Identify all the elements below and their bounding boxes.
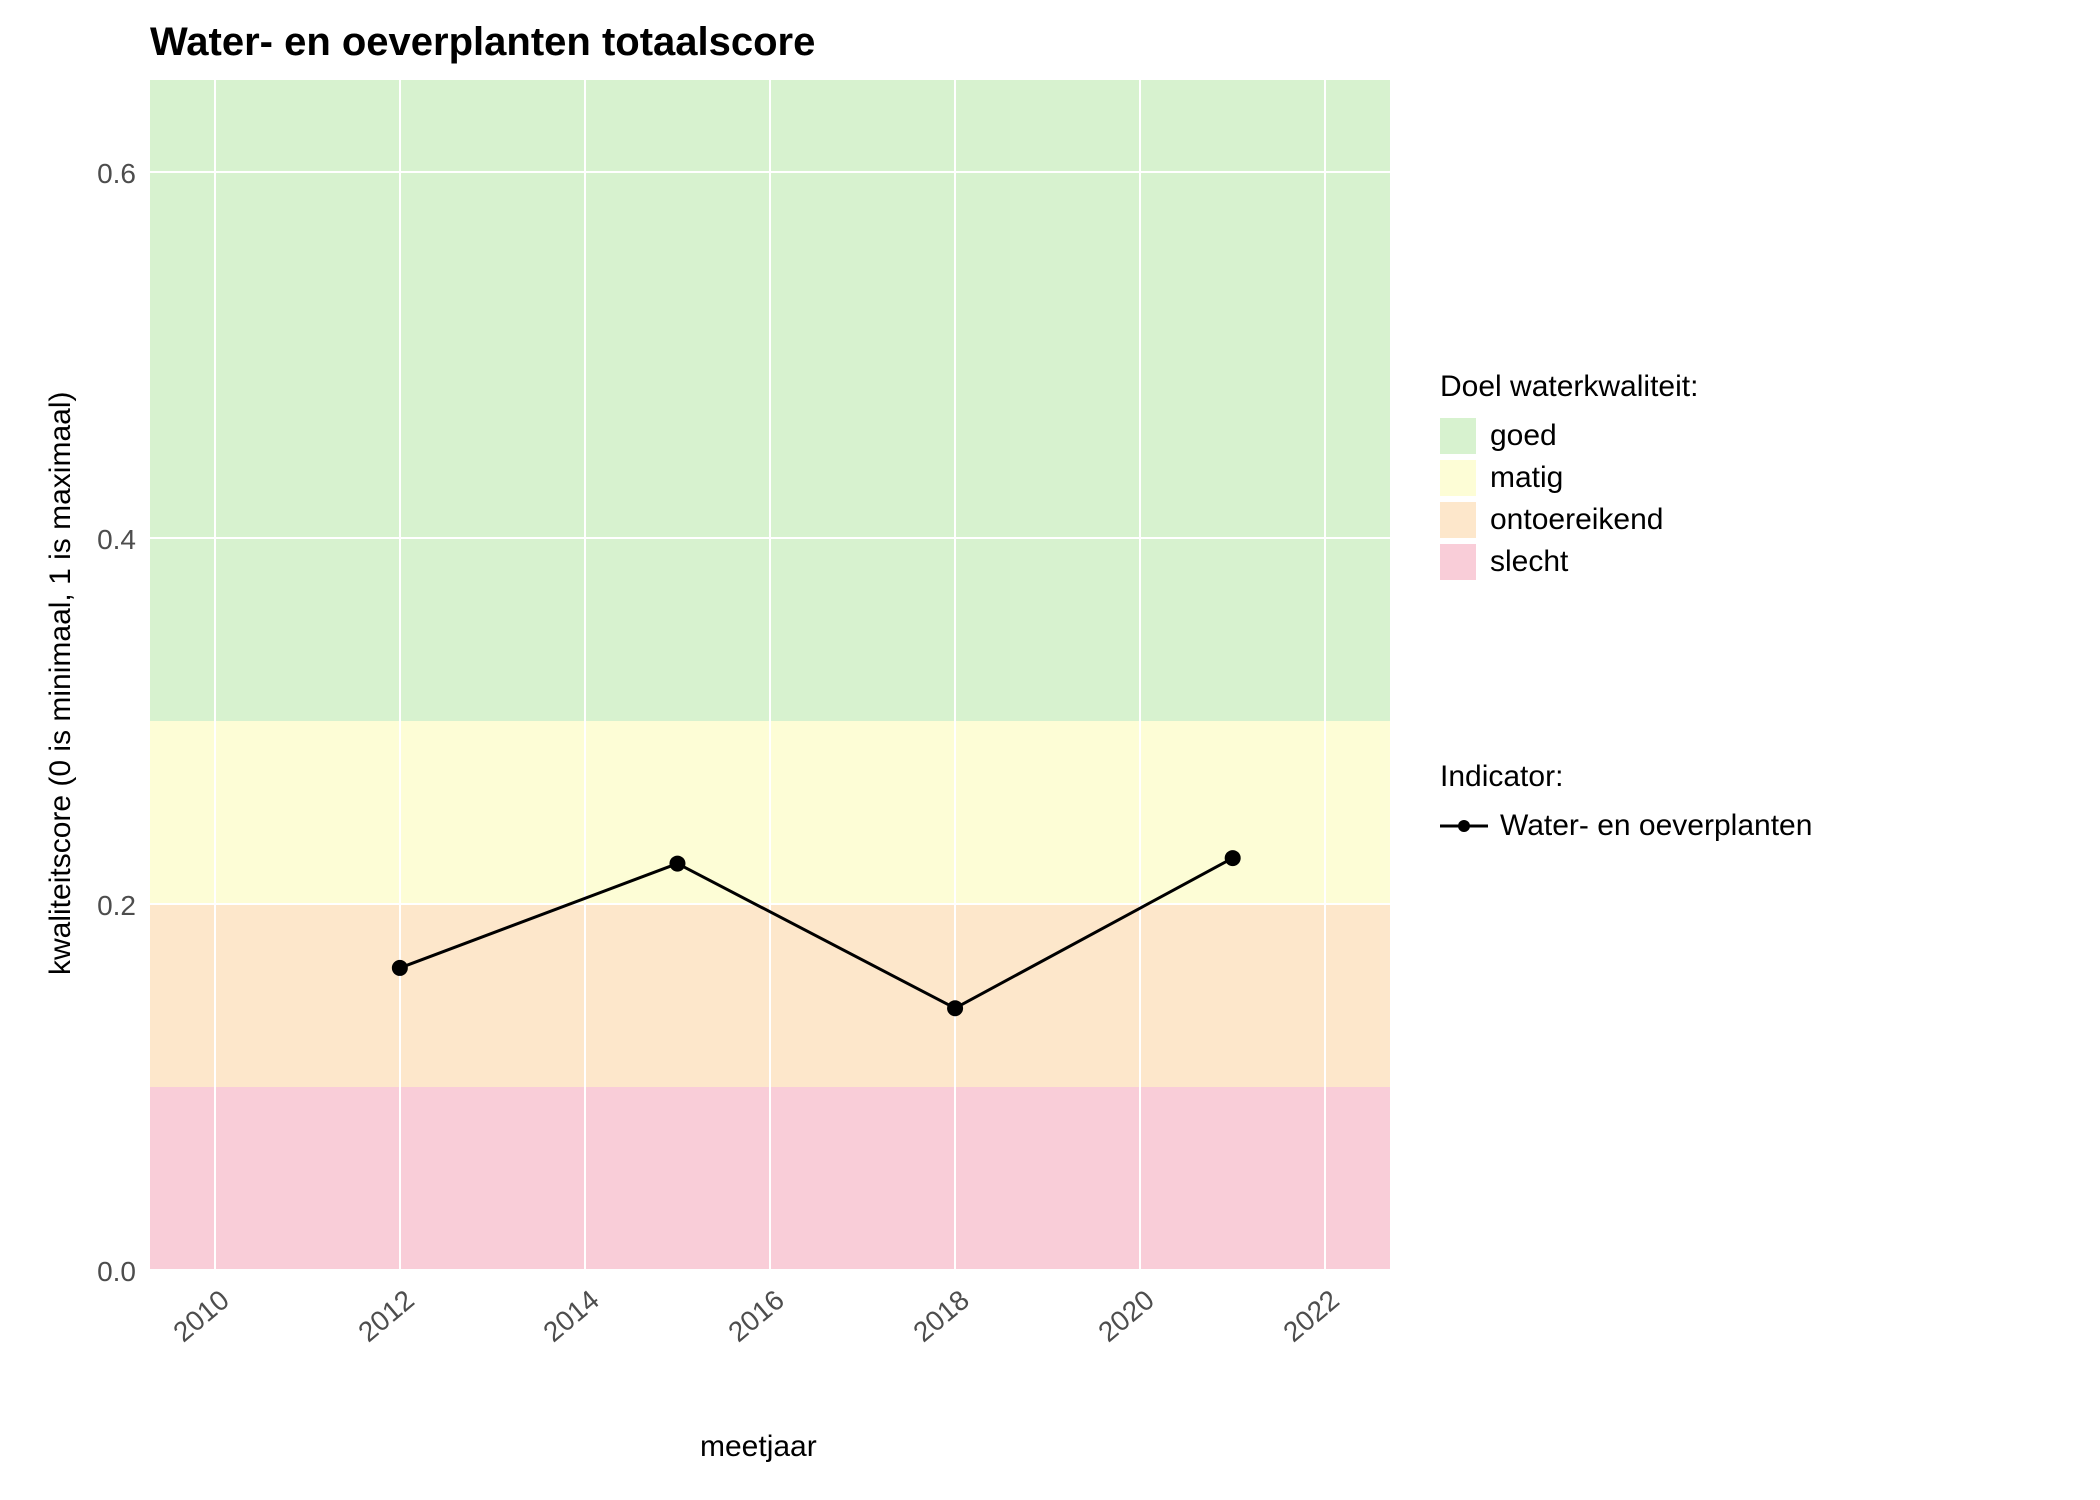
legend-band-item: ontoereikend [1440, 502, 1698, 538]
x-tick-label: 2016 [722, 1284, 790, 1349]
legend-indicator-title: Indicator: [1440, 760, 1812, 794]
y-tick-label: 0.0 [66, 1256, 136, 1288]
plot-area [150, 80, 1390, 1270]
line-marker-icon [1440, 808, 1488, 844]
legend-band-label: matig [1490, 461, 1563, 495]
color-swatch-icon [1440, 544, 1476, 580]
x-tick-label: 2012 [352, 1284, 420, 1349]
data-point [392, 960, 408, 976]
legend-band-label: ontoereikend [1490, 503, 1663, 537]
data-point [669, 856, 685, 872]
x-tick-label: 2022 [1277, 1284, 1345, 1349]
x-tick-label: 2014 [537, 1284, 605, 1349]
x-axis-label: meetjaar [700, 1430, 817, 1464]
x-tick-label: 2010 [167, 1284, 235, 1349]
legend-indicator: Indicator: Water- en oeverplanten [1440, 760, 1812, 850]
figure: Water- en oeverplanten totaalscore kwali… [0, 0, 2100, 1500]
color-swatch-icon [1440, 502, 1476, 538]
y-tick-label: 0.6 [66, 158, 136, 190]
y-tick-label: 0.2 [66, 890, 136, 922]
legend-band-item: matig [1440, 460, 1698, 496]
y-tick-label: 0.4 [66, 524, 136, 556]
data-point [947, 1000, 963, 1016]
legend-band-label: slecht [1490, 545, 1568, 579]
legend-band-label: goed [1490, 419, 1557, 453]
color-swatch-icon [1440, 418, 1476, 454]
legend-indicator-label: Water- en oeverplanten [1500, 809, 1812, 843]
legend-indicator-item: Water- en oeverplanten [1440, 808, 1812, 844]
y-axis-label: kwaliteitscore (0 is minimaal, 1 is maxi… [44, 392, 78, 975]
series-line [150, 80, 1390, 1270]
legend-bands-title: Doel waterkwaliteit: [1440, 370, 1698, 404]
data-point [1225, 850, 1241, 866]
legend-band-item: goed [1440, 418, 1698, 454]
x-tick-label: 2018 [907, 1284, 975, 1349]
chart-title: Water- en oeverplanten totaalscore [150, 20, 815, 65]
x-tick-label: 2020 [1092, 1284, 1160, 1349]
legend-bands: Doel waterkwaliteit: goed matig ontoereike… [1440, 370, 1698, 586]
legend-band-item: slecht [1440, 544, 1698, 580]
color-swatch-icon [1440, 460, 1476, 496]
